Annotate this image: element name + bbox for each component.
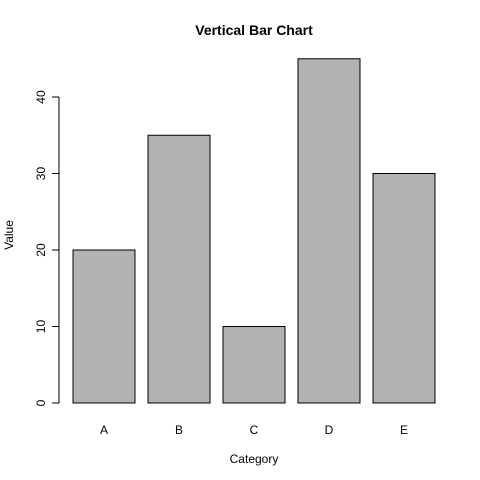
- category-label: D: [325, 423, 334, 437]
- bar-a: [72, 249, 136, 404]
- y-axis: 0 10 20 30 40: [34, 90, 60, 406]
- bar-c: [222, 326, 286, 404]
- category-label: B: [175, 423, 183, 437]
- category-label: A: [100, 423, 108, 437]
- category-labels: A B C D E: [100, 423, 408, 437]
- y-tick-label: 20: [34, 243, 48, 257]
- bars: [72, 58, 436, 404]
- bar-b: [147, 134, 211, 404]
- chart-title: Vertical Bar Chart: [195, 22, 313, 38]
- x-axis-label: Category: [230, 452, 279, 466]
- bar-d: [297, 58, 361, 404]
- bar-e: [372, 173, 436, 404]
- y-tick-label: 30: [34, 167, 48, 181]
- category-label: E: [400, 423, 408, 437]
- y-tick-label: 0: [34, 399, 48, 406]
- y-axis-label: Value: [2, 220, 16, 250]
- y-tick-label: 10: [34, 320, 48, 334]
- category-label: C: [250, 423, 259, 437]
- y-tick-label: 40: [34, 90, 48, 104]
